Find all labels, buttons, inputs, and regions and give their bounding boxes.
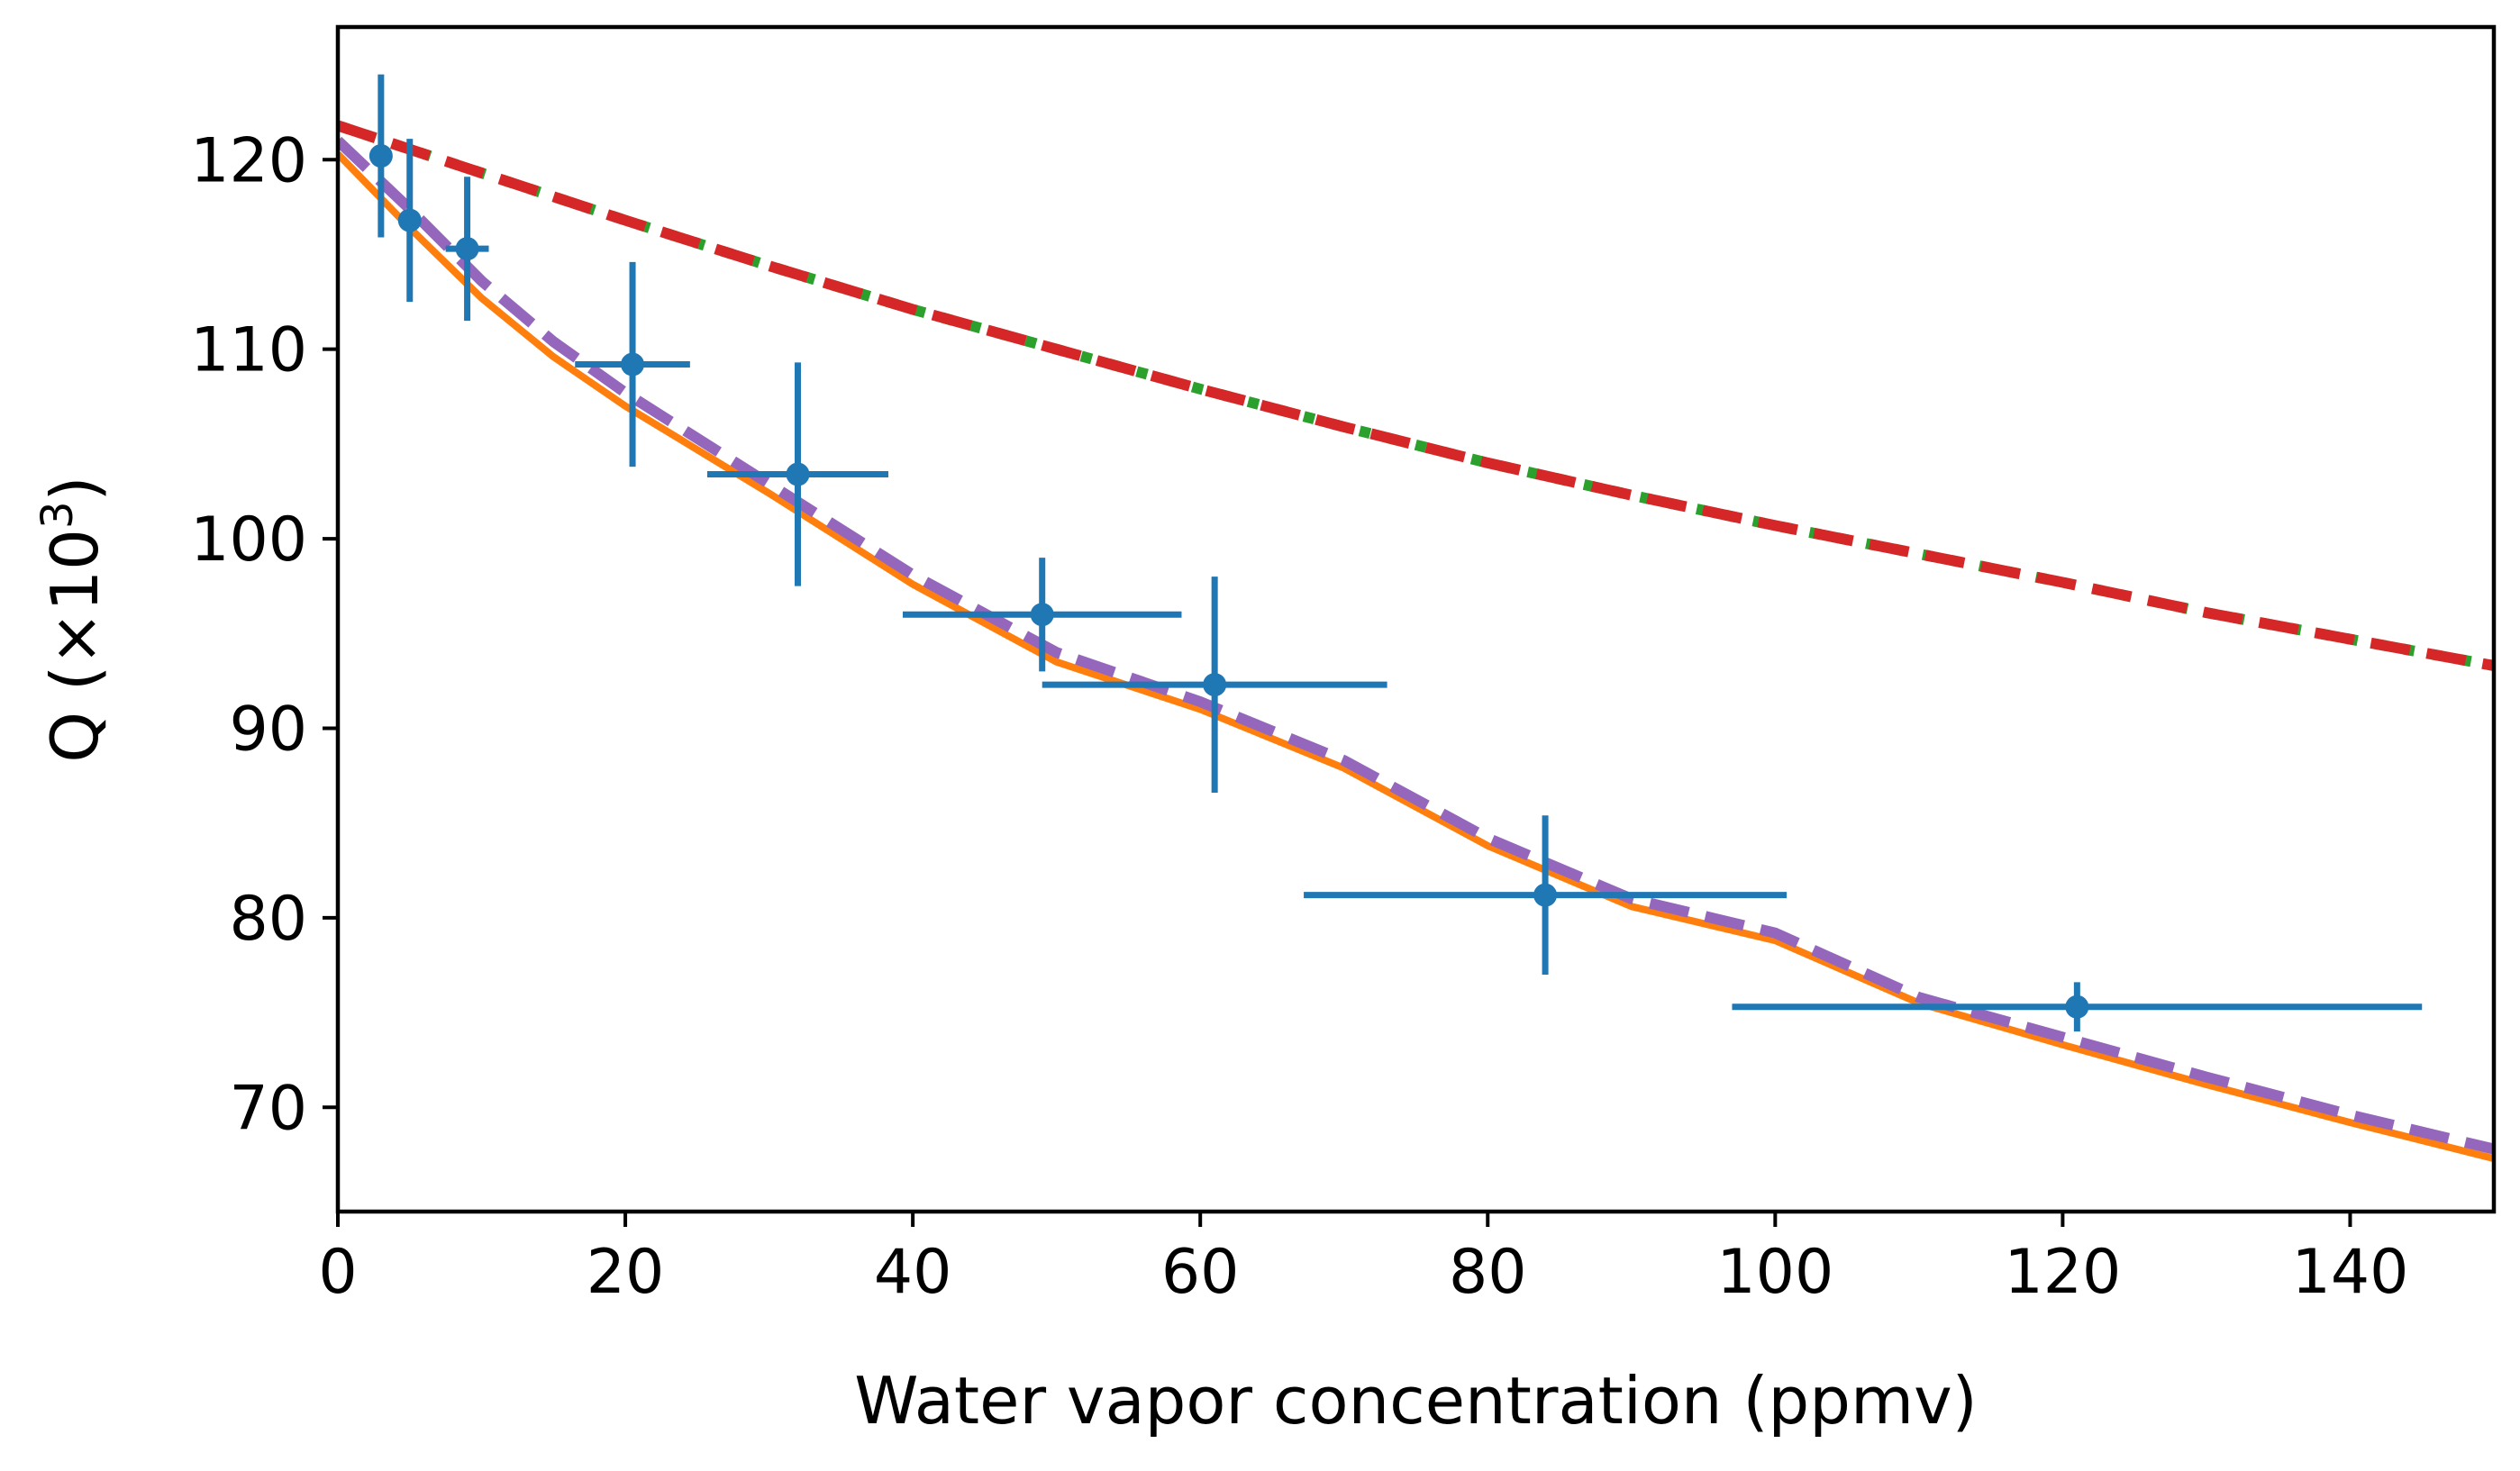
- y-tick-label: 120: [190, 125, 307, 196]
- x-axis-label: Water vapor concentration (ppmv): [854, 1363, 1978, 1439]
- errorbar-layer: [368, 74, 2423, 1032]
- x-tick-label: 60: [1161, 1237, 1240, 1308]
- y-tick-label: 90: [229, 694, 307, 765]
- data-point: [368, 144, 393, 168]
- errorbar-point-0: [368, 74, 393, 238]
- data-point: [1533, 883, 1558, 907]
- y-axis-label-base: Q (×10: [37, 529, 113, 763]
- series-line-fit-1: [338, 151, 2494, 1162]
- errorbar-point-1: [397, 139, 422, 303]
- y-axis: 70 80 90 100 110 120: [190, 125, 338, 1144]
- x-tick-label: 0: [318, 1237, 357, 1308]
- x-tick-label: 40: [874, 1237, 952, 1308]
- y-tick-label: 70: [229, 1073, 307, 1144]
- data-point: [1030, 603, 1054, 627]
- y-axis-label-close: ): [37, 476, 113, 501]
- plot-frame: [335, 24, 2497, 1214]
- errorbar-point-7: [1304, 815, 1788, 975]
- errorbar-point-6: [1042, 577, 1387, 794]
- data-point: [455, 237, 479, 261]
- data-point: [397, 208, 422, 232]
- x-tick-label: 80: [1449, 1237, 1527, 1308]
- x-axis: 0 20 40 60 80 100 120 140: [318, 1212, 2408, 1308]
- errorbar-point-4: [707, 362, 889, 586]
- x-tick-label: 120: [2005, 1237, 2122, 1308]
- data-point: [786, 462, 810, 486]
- errorbar-point-5: [902, 558, 1182, 672]
- errorbar-point-3: [575, 261, 690, 468]
- y-tick-label: 110: [190, 315, 307, 386]
- errorbar-point-2: [445, 177, 489, 322]
- x-tick-label: 140: [2292, 1237, 2409, 1308]
- series-line-model-2: [338, 120, 2494, 671]
- x-tick-label: 20: [587, 1237, 665, 1308]
- data-point: [2065, 994, 2089, 1019]
- y-axis-label: Q (×103): [32, 476, 113, 762]
- y-tick-label: 100: [190, 504, 307, 576]
- y-axis-label-exponent: 3: [32, 501, 83, 529]
- errorbar-point-8: [1732, 982, 2423, 1032]
- data-point: [1203, 673, 1227, 697]
- series-layer: [338, 120, 2494, 1162]
- series-line-fit-2: [338, 136, 2494, 1155]
- data-point: [621, 352, 645, 377]
- y-tick-label: 80: [229, 884, 307, 955]
- x-tick-label: 100: [1716, 1237, 1833, 1308]
